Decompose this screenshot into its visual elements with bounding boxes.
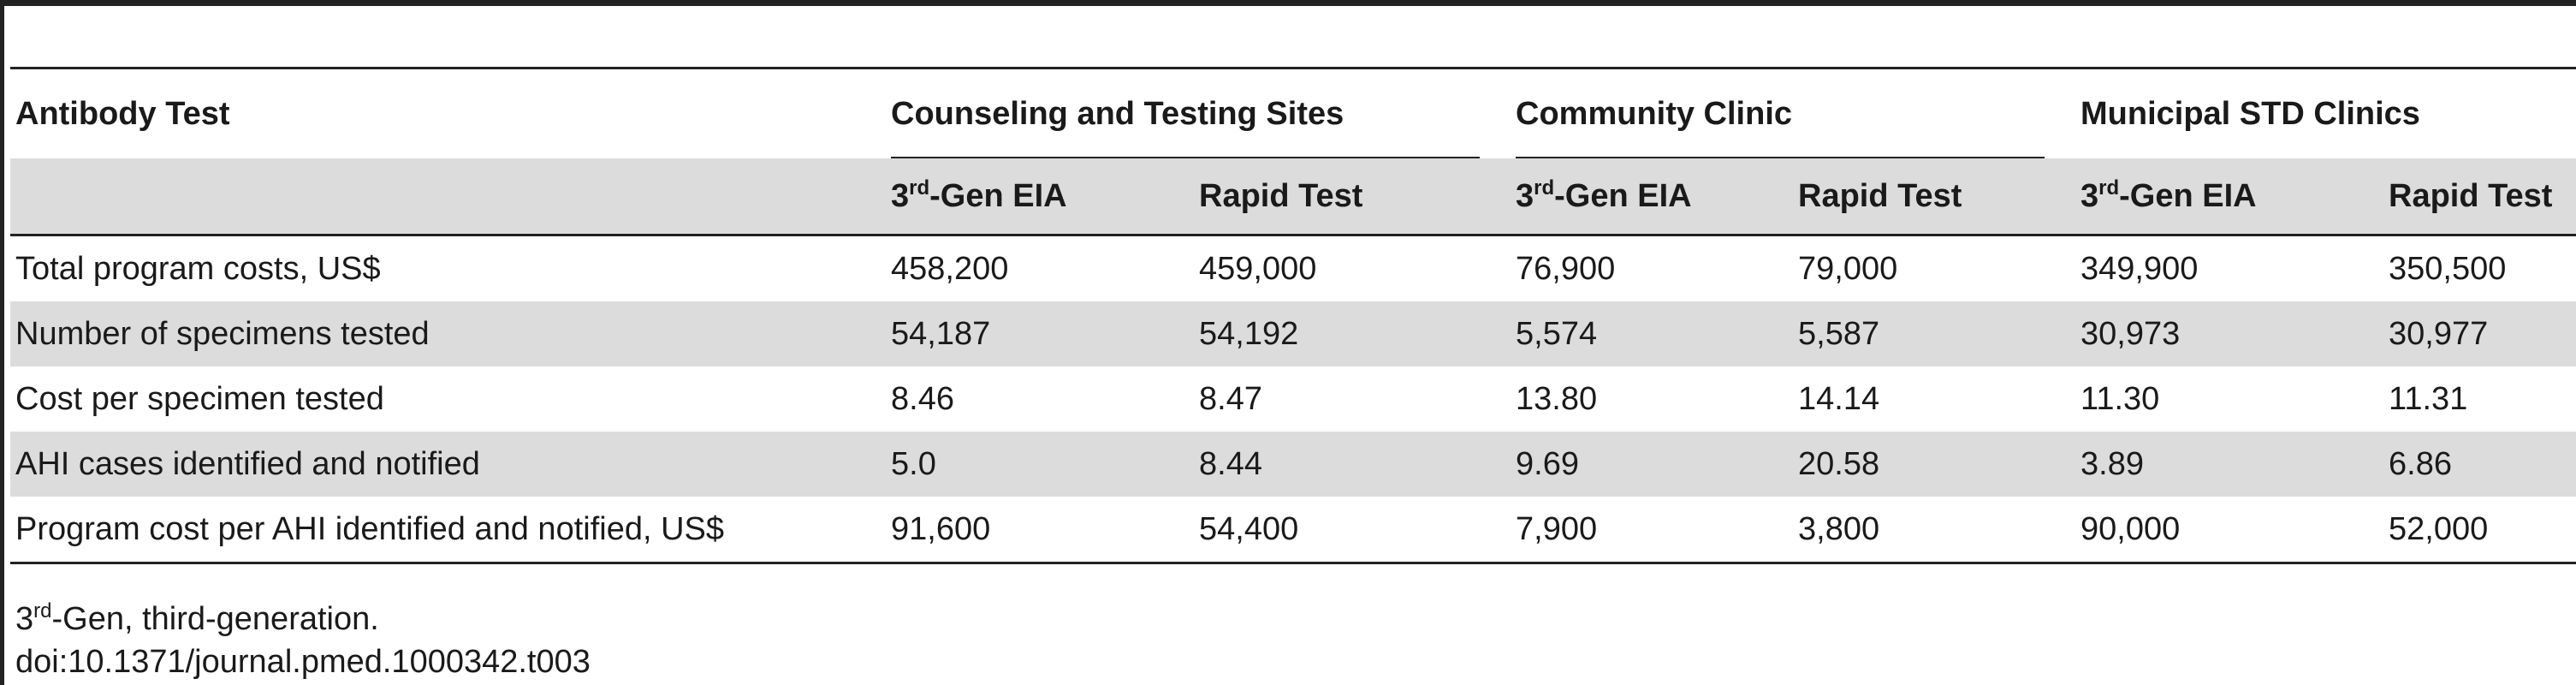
row-label: Program cost per AHI identified and noti…	[10, 497, 886, 564]
row-label: Number of specimens tested	[10, 301, 886, 366]
group-label: Community Clinic	[1516, 95, 1793, 132]
table-cell: 13.80	[1516, 380, 1598, 417]
group-underline	[891, 157, 1480, 158]
table-cell: 8.47	[1199, 380, 1262, 417]
row-label: Cost per specimen tested	[15, 380, 384, 417]
table-cell: 7,900	[1511, 497, 1793, 564]
table-row: Program cost per AHI identified and noti…	[10, 497, 2576, 564]
group-label: Municipal STD Clinics	[2080, 95, 2420, 132]
table-cell: 350,500	[2389, 250, 2507, 287]
table-cell: 76,900	[1516, 250, 1616, 287]
table-cell: 9.69	[1511, 432, 1793, 497]
group-header-municipal: Municipal STD Clinics	[2075, 67, 2576, 158]
table-cell: 5,574	[1511, 301, 1793, 366]
table-cell: 11.31	[2389, 380, 2468, 417]
table-row: Cost per specimen tested 8.46 8.47 13.80…	[10, 366, 2576, 432]
group-underline	[1516, 157, 2045, 158]
table-cell: 90,000	[2075, 497, 2383, 564]
table-cell: 11.30	[2080, 380, 2160, 417]
subheader-cell: 3rd-Gen EIA	[886, 158, 1194, 236]
table-cell: 459,000	[1199, 250, 1317, 287]
table-cell: 3.89	[2075, 432, 2383, 497]
table-cell: 5,587	[1793, 301, 2075, 366]
table-cell: 54,192	[1194, 301, 1511, 366]
table-container: Antibody Test Counseling and Testing Sit…	[10, 67, 2576, 564]
group-label: Counseling and Testing Sites	[891, 95, 1344, 132]
table-cell: 458,200	[891, 250, 1009, 287]
table-cell: 91,600	[886, 497, 1194, 564]
table-footnote: 3rd-Gen, third-generation.	[15, 599, 379, 638]
table-cell: 14.14	[1798, 380, 1880, 417]
table-cell: 20.58	[1793, 432, 2075, 497]
table-row: Number of specimens tested 54,187 54,192…	[10, 301, 2576, 366]
left-border	[0, 0, 4, 685]
table-cell: 8.44	[1194, 432, 1511, 497]
table-cell: 5.0	[886, 432, 1194, 497]
subheader-cell: 3rd-Gen EIA	[1511, 158, 1793, 236]
table-cell: 6.86	[2383, 432, 2576, 497]
row-label: Total program costs, US$	[15, 250, 381, 287]
cost-table: Antibody Test Counseling and Testing Sit…	[10, 67, 2576, 564]
table-cell: 8.46	[891, 380, 954, 417]
table-cell: 349,900	[2080, 250, 2199, 287]
row-label: AHI cases identified and notified	[10, 432, 886, 497]
group-header-counseling: Counseling and Testing Sites	[886, 67, 1511, 158]
group-header-community: Community Clinic	[1511, 67, 2075, 158]
subheader-row: 3rd-Gen EIA Rapid Test 3rd-Gen EIA Rapid…	[10, 158, 2576, 236]
subheader-cell: Rapid Test	[2383, 158, 2576, 236]
table-row: AHI cases identified and notified 5.0 8.…	[10, 432, 2576, 497]
row-header-label: Antibody Test	[10, 67, 886, 158]
table-row: Total program costs, US$ 458,200 459,000…	[10, 235, 2576, 302]
subheader-blank	[10, 158, 886, 236]
table-cell: 30,973	[2075, 301, 2383, 366]
subheader-cell: Rapid Test	[1793, 158, 2075, 236]
table-cell: 3,800	[1793, 497, 2075, 564]
top-border	[0, 0, 2576, 6]
subheader-cell: Rapid Test	[1194, 158, 1511, 236]
table-cell: 54,187	[886, 301, 1194, 366]
table-cell: 79,000	[1798, 250, 1898, 287]
subheader-cell: 3rd-Gen EIA	[2075, 158, 2383, 236]
table-cell: 30,977	[2383, 301, 2576, 366]
table-cell: 54,400	[1194, 497, 1511, 564]
group-header-row: Antibody Test Counseling and Testing Sit…	[10, 67, 2576, 158]
table-cell: 52,000	[2383, 497, 2576, 564]
doi-link[interactable]: doi:10.1371/journal.pmed.1000342.t003	[15, 644, 591, 680]
